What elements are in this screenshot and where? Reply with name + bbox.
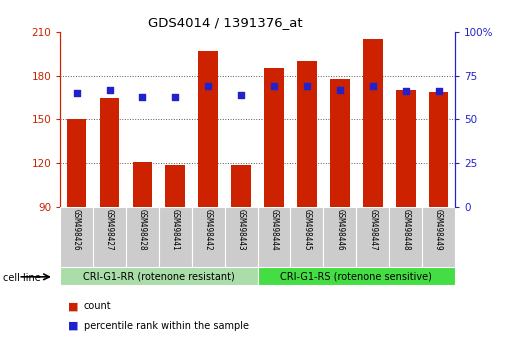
Text: ■: ■ bbox=[68, 301, 78, 311]
Point bbox=[138, 94, 146, 99]
Text: GSM498441: GSM498441 bbox=[171, 209, 180, 251]
Text: GSM498445: GSM498445 bbox=[302, 209, 311, 251]
Bar bbox=[231, 165, 251, 207]
Bar bbox=[290, 207, 323, 267]
Text: GSM498428: GSM498428 bbox=[138, 209, 147, 251]
Point bbox=[369, 83, 377, 89]
Bar bbox=[396, 90, 415, 207]
Bar bbox=[330, 79, 350, 207]
Bar bbox=[422, 207, 455, 267]
Text: count: count bbox=[84, 301, 111, 311]
Text: GSM498444: GSM498444 bbox=[269, 209, 279, 251]
Text: GSM498426: GSM498426 bbox=[72, 209, 81, 251]
Point bbox=[435, 88, 443, 94]
Text: GDS4014 / 1391376_at: GDS4014 / 1391376_at bbox=[147, 16, 302, 29]
Text: GSM498448: GSM498448 bbox=[401, 209, 410, 251]
Bar bbox=[165, 165, 185, 207]
Text: GSM498427: GSM498427 bbox=[105, 209, 114, 251]
Point bbox=[303, 83, 311, 89]
Bar bbox=[159, 207, 192, 267]
Bar bbox=[192, 207, 225, 267]
Point bbox=[72, 90, 81, 96]
Point bbox=[204, 83, 212, 89]
Bar bbox=[126, 207, 159, 267]
Text: GSM498442: GSM498442 bbox=[204, 209, 213, 251]
Bar bbox=[198, 51, 218, 207]
Point bbox=[270, 83, 278, 89]
Bar bbox=[297, 61, 317, 207]
Point bbox=[402, 88, 410, 94]
Text: GSM498449: GSM498449 bbox=[434, 209, 443, 251]
Point bbox=[105, 87, 113, 92]
Bar bbox=[257, 207, 290, 267]
Text: percentile rank within the sample: percentile rank within the sample bbox=[84, 321, 248, 331]
Bar bbox=[225, 207, 257, 267]
Bar bbox=[100, 98, 119, 207]
Text: GSM498446: GSM498446 bbox=[335, 209, 344, 251]
Text: CRI-G1-RR (rotenone resistant): CRI-G1-RR (rotenone resistant) bbox=[83, 271, 235, 281]
Bar bbox=[132, 162, 152, 207]
Point bbox=[336, 87, 344, 92]
Bar bbox=[429, 92, 448, 207]
Text: GSM498443: GSM498443 bbox=[236, 209, 246, 251]
Bar bbox=[389, 207, 422, 267]
Text: ■: ■ bbox=[68, 321, 78, 331]
Bar bbox=[93, 207, 126, 267]
Text: CRI-G1-RS (rotenone sensitive): CRI-G1-RS (rotenone sensitive) bbox=[280, 271, 432, 281]
Point bbox=[237, 92, 245, 98]
Bar bbox=[257, 267, 455, 285]
Bar bbox=[60, 207, 93, 267]
Point bbox=[171, 94, 179, 99]
Bar bbox=[60, 267, 257, 285]
Bar bbox=[67, 120, 86, 207]
Text: GSM498447: GSM498447 bbox=[368, 209, 377, 251]
Bar bbox=[264, 68, 284, 207]
Bar bbox=[363, 39, 383, 207]
Text: cell line: cell line bbox=[3, 273, 40, 283]
Bar bbox=[356, 207, 389, 267]
Bar bbox=[323, 207, 356, 267]
